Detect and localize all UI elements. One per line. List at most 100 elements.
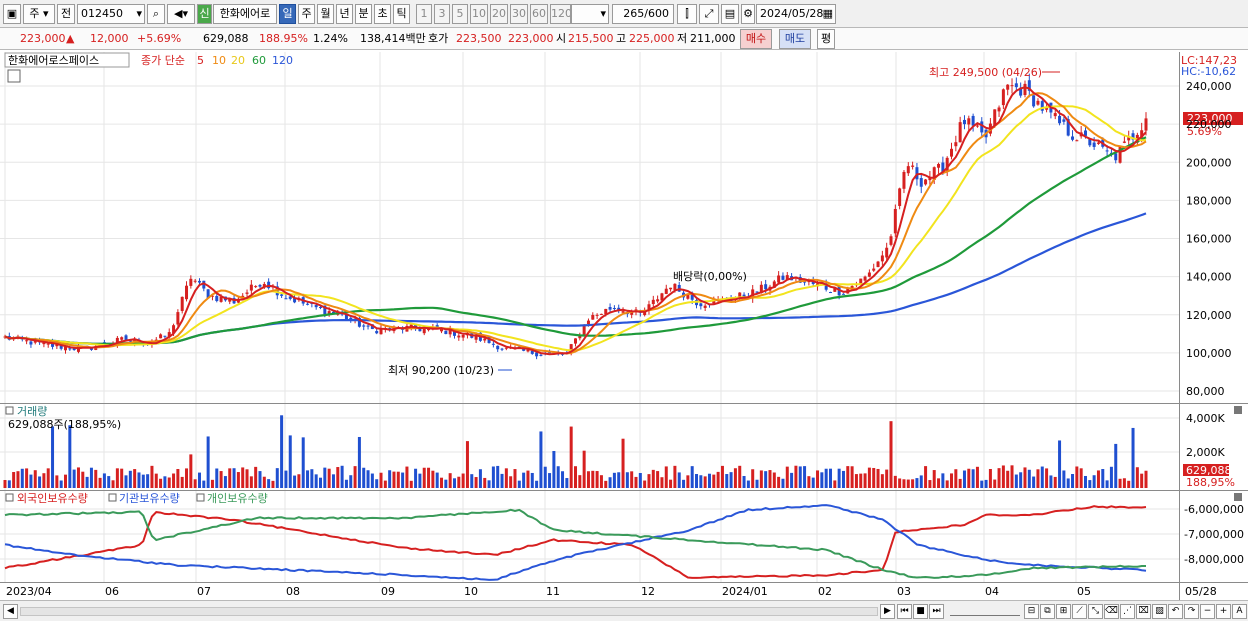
candle-body <box>1118 146 1122 163</box>
overlay-icon[interactable]: ⊞ <box>1056 604 1071 619</box>
volume-close-icon[interactable] <box>1234 406 1242 414</box>
compare-icon[interactable]: ⧉ <box>1040 604 1055 619</box>
zoom-out-icon[interactable]: − <box>1200 604 1215 619</box>
stock-chart[interactable]: 한화에어로스페이스 종가 단순 5 10 20 60 120 LC:147,23… <box>0 52 1248 602</box>
holding-panel <box>4 504 1147 581</box>
table-toggle-icon[interactable] <box>7 69 21 83</box>
interval-dropdown[interactable]: ▾ <box>571 4 609 24</box>
stock-code-input[interactable]: 012450 ▾ <box>77 4 145 24</box>
candle-body <box>46 343 50 345</box>
chevron-down-icon: ▾ <box>136 7 142 20</box>
volume-bar <box>811 477 815 488</box>
candle-body <box>699 303 703 307</box>
individual-checkbox[interactable] <box>196 493 205 502</box>
volume-bar <box>409 480 413 488</box>
interval-tab-6[interactable]: 60 <box>530 4 548 24</box>
zoom-slider[interactable] <box>950 607 1020 616</box>
market-select[interactable]: 주 ▾ <box>23 4 55 24</box>
volume-bar <box>500 473 504 488</box>
redo-icon[interactable]: ↷ <box>1184 604 1199 619</box>
interval-tab-5[interactable]: 30 <box>510 4 528 24</box>
volume-bar <box>401 472 405 488</box>
volume-bar <box>1083 475 1087 488</box>
font-size-icon[interactable]: A <box>1232 604 1247 619</box>
x-tick-label: 04 <box>985 585 999 598</box>
volume-bar <box>258 471 262 488</box>
volume-bar <box>781 478 785 488</box>
x-axis-labels: 2023/04 06 07 08 09 10 11 12 2024/01 02 03 04 05 05/2… <box>6 585 1217 598</box>
candle-body <box>958 122 962 143</box>
search-icon[interactable]: ⌕ <box>147 4 165 24</box>
interval-tab-4[interactable]: 20 <box>490 4 508 24</box>
interval-tab-2[interactable]: 5 <box>452 4 468 24</box>
fib-icon[interactable]: ⤡ <box>1088 604 1103 619</box>
volume-bar <box>3 480 7 488</box>
price-panel-stock: 한화에어로스페이스 <box>8 54 99 67</box>
save-icon[interactable]: ▤ <box>721 4 739 24</box>
candle-body <box>448 328 452 335</box>
candle-body <box>197 280 201 283</box>
last-page-icon[interactable]: ⏭ <box>929 604 944 619</box>
gear-icon[interactable]: ⚙ <box>741 4 755 24</box>
period-tab-3[interactable]: 년 <box>336 4 353 24</box>
candle-body <box>863 276 867 281</box>
period-tab-2[interactable]: 월 <box>317 4 334 24</box>
volume-bar <box>111 480 115 488</box>
date-input[interactable]: 2024/05/28 ▦ <box>756 4 836 24</box>
eval-button[interactable]: 평 <box>817 29 835 49</box>
candle-body <box>755 291 759 293</box>
candle-body <box>828 292 832 294</box>
candle-body <box>474 334 478 340</box>
buy-button[interactable]: 매수 <box>740 29 772 49</box>
volume-bar <box>716 471 720 488</box>
horizontal-scrollbar[interactable] <box>20 607 878 616</box>
stop-icon[interactable]: ■ <box>913 604 928 619</box>
volume-bar <box>1006 470 1010 488</box>
volume-bar <box>1049 475 1053 488</box>
volume-bar <box>392 471 396 488</box>
bar-count-input[interactable]: 265/600 <box>612 4 674 24</box>
window-menu-icon[interactable]: ▣ <box>3 4 21 24</box>
volume-bar <box>820 472 824 488</box>
interval-tab-7[interactable]: 120 <box>550 4 571 24</box>
volume-bar <box>42 473 46 488</box>
picture-icon[interactable]: ▨ <box>1152 604 1167 619</box>
volume-bar <box>107 476 111 488</box>
interval-tab-0[interactable]: 1 <box>416 4 432 24</box>
candle-body <box>461 334 465 338</box>
erase-icon[interactable]: ⌫ <box>1104 604 1119 619</box>
volume-current-tag <box>1183 464 1229 476</box>
volume-checkbox[interactable] <box>5 406 14 415</box>
trend-line-icon[interactable]: ⤢ <box>699 4 719 24</box>
candle-body <box>885 247 889 258</box>
scope-button[interactable]: 전 <box>57 4 75 24</box>
institution-checkbox[interactable] <box>108 493 117 502</box>
crosshair-icon[interactable]: ⋰ <box>1120 604 1135 619</box>
x-tick-label: 11 <box>546 585 560 598</box>
period-tab-1[interactable]: 주 <box>298 4 315 24</box>
period-tab-5[interactable]: 초 <box>374 4 391 24</box>
candle-body <box>172 325 176 334</box>
period-tab-0[interactable]: 일 <box>279 4 296 24</box>
chart-type-icon[interactable]: ⫿ <box>677 4 697 24</box>
candle-body <box>1001 89 1005 106</box>
undo-icon[interactable]: ↶ <box>1168 604 1183 619</box>
first-page-icon[interactable]: ⏮ <box>897 604 912 619</box>
foreign-checkbox[interactable] <box>5 493 14 502</box>
delete-drawings-icon[interactable]: ⌧ <box>1136 604 1151 619</box>
draw-icon[interactable]: ⟋ <box>1072 604 1087 619</box>
sell-button[interactable]: 매도 <box>779 29 811 49</box>
interval-tab-3[interactable]: 10 <box>470 4 488 24</box>
volume-bar <box>461 473 465 488</box>
scroll-right-icon[interactable]: ▶ <box>880 604 895 619</box>
sound-icon[interactable]: ◀▾ <box>167 4 195 24</box>
period-tab-6[interactable]: 틱 <box>393 4 410 24</box>
scroll-left-icon[interactable]: ◀ <box>3 604 18 619</box>
bar-count-max: /600 <box>644 7 669 20</box>
holding-close-icon[interactable] <box>1234 493 1242 501</box>
layout-icon[interactable]: ⊟ <box>1024 604 1039 619</box>
interval-tab-1[interactable]: 3 <box>434 4 450 24</box>
period-tab-4[interactable]: 분 <box>355 4 372 24</box>
zoom-in-icon[interactable]: + <box>1216 604 1231 619</box>
candle-body <box>937 163 941 168</box>
